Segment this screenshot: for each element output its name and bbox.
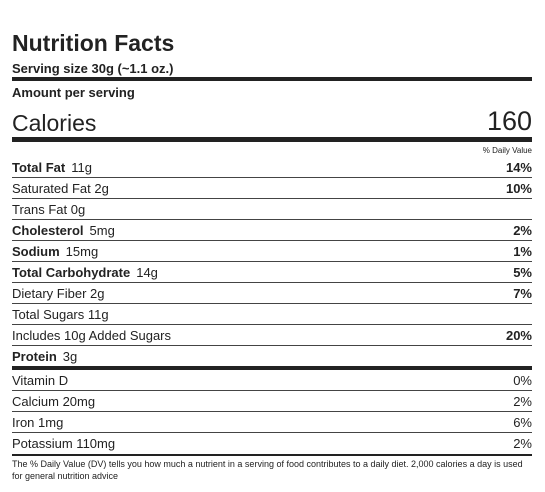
nutrient-name: Protein (12, 349, 57, 364)
nutrient-name: Saturated Fat 2g (12, 180, 109, 196)
vitamin-row: Vitamin D 0% (12, 370, 532, 391)
nutrient-name: Cholesterol (12, 222, 84, 238)
divider (12, 77, 532, 81)
nutrient-name: Total Sugars 11g (12, 306, 109, 322)
serving-size: Serving size 30g (~1.1 oz.) (12, 61, 174, 76)
nutrient-row: Sodium 15mg 1% (12, 241, 532, 262)
nutrient-row: Total Sugars 11g (12, 304, 532, 325)
vitamin-dv: 0% (513, 372, 532, 388)
vitamin-name: Vitamin D (12, 372, 69, 388)
nutrient-name: Trans Fat 0g (12, 201, 86, 217)
nutrient-row: Includes 10g Added Sugars 20% (12, 325, 532, 346)
nutrient-dv: 1% (513, 243, 532, 259)
nutrient-name: Dietary Fiber 2g (12, 285, 105, 301)
vitamin-row: Potassium 110mg 2% (12, 433, 532, 454)
nutrient-amount: 14g (136, 264, 158, 280)
divider (12, 454, 532, 456)
nutrient-amount: 11g (71, 159, 92, 175)
nutrient-name: Total Fat (12, 159, 66, 175)
nutrient-row: Dietary Fiber 2g 7% (12, 283, 532, 304)
vitamin-name: Iron 1mg (12, 414, 64, 430)
nutrient-amount: 3g (62, 349, 78, 364)
title: Nutrition Facts (12, 30, 175, 56)
nutrient-row: Trans Fat 0g (12, 199, 532, 220)
nutrient-name: Includes 10g Added Sugars (12, 327, 172, 343)
vitamin-dv: 2% (513, 393, 532, 409)
vitamin-name: Potassium 110mg (12, 436, 116, 451)
calories-label: Calories (12, 110, 97, 136)
vitamin-dv: 2% (513, 436, 532, 451)
vitamin-row: Calcium 20mg 2% (12, 391, 532, 412)
calories-value: 160 (486, 106, 532, 136)
footnote: The % Daily Value (DV) tells you how muc… (12, 459, 523, 481)
nutrient-dv: 5% (513, 264, 532, 280)
divider (12, 366, 532, 370)
nutrient-row: Cholesterol 5mg 2% (12, 220, 532, 241)
nutrient-dv: 2% (513, 222, 532, 238)
nutrient-dv: 10% (505, 180, 532, 196)
vitamin-row: Iron 1mg 6% (12, 412, 532, 433)
nutrient-name: Sodium (12, 243, 60, 259)
nutrient-dv: 14% (505, 159, 532, 175)
nutrient-name: Total Carbohydrate (12, 264, 131, 280)
amount-per-serving: Amount per serving (12, 85, 135, 100)
nutrient-dv: 7% (513, 285, 532, 301)
nutrient-dv: 20% (505, 327, 532, 343)
nutrient-row: Total Fat 11g 14% (12, 157, 532, 178)
nutrient-amount: 15mg (65, 243, 99, 259)
dv-header: % Daily Value (482, 146, 532, 155)
vitamin-name: Calcium 20mg (12, 393, 96, 409)
divider (12, 137, 532, 142)
nutrient-amount: 5mg (89, 222, 115, 238)
vitamin-dv: 6% (513, 414, 532, 430)
nutrient-row: Protein 3g (12, 346, 532, 367)
nutrient-row: Total Carbohydrate 14g 5% (12, 262, 532, 283)
nutrient-row: Saturated Fat 2g 10% (12, 178, 532, 199)
